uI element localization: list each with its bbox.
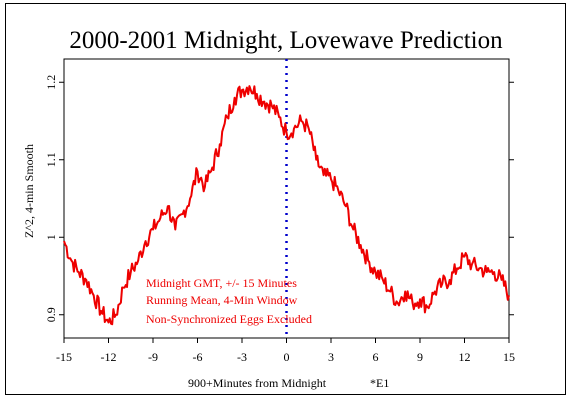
x-tick-label-7: 6 [373,350,379,364]
annotation-block: Midnight GMT, +/- 15 Minutes Running Mea… [146,276,312,326]
x-axis-label: 900+Minutes from Midnight [188,376,327,390]
corner-note: *E1 [370,376,389,390]
x-tick-label-5: 0 [284,350,290,364]
annotation-line-1: Midnight GMT, +/- 15 Minutes [146,276,297,290]
x-tick-label-3: -6 [193,350,203,364]
y-tick-label-0: 0.9 [44,307,58,322]
y-axis-label: Z^2, 4-min Smooth [22,144,36,238]
chart-frame [5,3,566,395]
x-tick-label-2: -9 [148,350,158,364]
y-tick-label-3: 1.2 [44,75,58,90]
series-line-0 [63,85,510,326]
x-tick-label-1: -12 [101,350,117,364]
x-tick-label-6: 3 [328,350,334,364]
x-tick-label-9: 12 [459,350,471,364]
x-tick-label-4: -3 [237,350,247,364]
x-tick-label-10: 15 [503,350,515,364]
chart-title: 2000-2001 Midnight, Lovewave Prediction [69,27,503,54]
x-tick-label-0: -15 [56,350,72,364]
x-tick-label-8: 9 [417,350,423,364]
plot-area: -15 -12 -9 -6 -3 0 3 6 9 12 15 0.9 1 1.1 1.2 [44,58,515,364]
annotation-line-3: Non-Synchronized Eggs Excluded [146,312,312,326]
y-tick-label-2: 1.1 [44,152,58,167]
annotation-line-2: Running Mean, 4-Min Window [146,293,298,307]
y-tick-label-1: 1 [44,234,58,240]
